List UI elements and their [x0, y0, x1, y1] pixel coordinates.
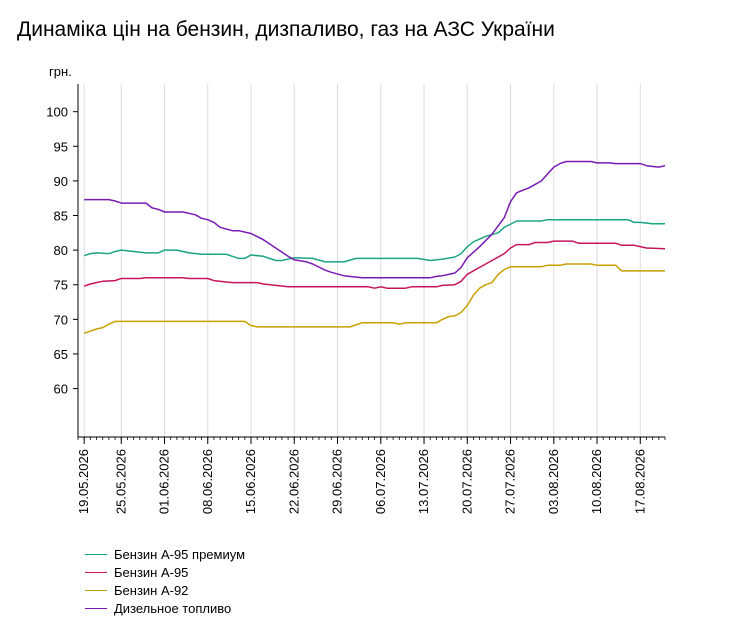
series-line-3	[83, 263, 665, 334]
series-line-1	[83, 218, 665, 263]
y-tick-label: 80	[54, 243, 68, 258]
series-line-4	[84, 160, 666, 279]
x-tick-label: 29.06.2026	[330, 449, 345, 514]
legend-label: Дизельное топливо	[114, 600, 232, 616]
y-tick-label: 90	[54, 174, 68, 189]
legend-item: Дизельное топливо	[85, 599, 245, 617]
x-tick-label: 13.07.2026	[416, 449, 431, 514]
series-line-2	[83, 240, 666, 289]
x-tick-label: 20.07.2026	[459, 449, 474, 514]
legend-label: Бензин А-95	[114, 564, 189, 580]
legend-item: Бензин А-92	[85, 581, 245, 599]
y-tick-label: 100	[46, 105, 68, 120]
legend: Бензин А-95 премиум Бензин А-95 Бензин А-9…	[85, 545, 245, 617]
x-tick-label: 08.06.2026	[200, 449, 215, 514]
y-tick-label: 95	[54, 139, 68, 154]
x-tick-label: 06.07.2026	[373, 449, 388, 514]
x-tick-label: 01.06.2026	[157, 449, 172, 514]
y-tick-label: 60	[54, 382, 68, 397]
y-tick-label: 70	[54, 312, 68, 327]
x-tick-label: 27.07.2026	[503, 449, 518, 514]
line-chart: грн. 60 65 70 75 80 85 90 95 100 19.05.2026 25.05.…	[46, 64, 666, 514]
x-tick-label: 19.05.2026	[76, 449, 91, 514]
legend-swatch	[85, 589, 107, 591]
x-tick-label: 03.08.2026	[546, 449, 561, 514]
axes: грн. 60 65 70 75 80 85 90 95 100 19.05.2026 25.05.…	[46, 64, 666, 514]
x-tick-label: 22.06.2026	[286, 449, 301, 514]
chart-title: Динаміка цін на бензин, дизпаливо, газ н…	[17, 18, 555, 41]
series-lines	[83, 160, 666, 334]
legend-item: Бензин А-95	[85, 563, 245, 581]
x-tick-label: 10.08.2026	[589, 449, 604, 514]
legend-label: Бензин А-92	[114, 582, 189, 598]
legend-swatch	[85, 607, 107, 609]
y-tick-label: 85	[54, 209, 68, 224]
y-tick-label: 65	[54, 347, 68, 362]
legend-swatch	[85, 553, 107, 555]
y-tick-label: 75	[54, 278, 68, 293]
x-gridlines	[83, 84, 641, 437]
legend-label: Бензин А-95 премиум	[114, 546, 246, 562]
x-tick-label: 25.05.2026	[113, 449, 128, 514]
x-tick-label: 17.08.2026	[632, 449, 647, 514]
y-axis-label: грн.	[49, 64, 72, 79]
legend-item: Бензин А-95 премиум	[85, 545, 245, 563]
x-tick-label: 15.06.2026	[243, 449, 258, 514]
legend-swatch	[85, 571, 107, 573]
